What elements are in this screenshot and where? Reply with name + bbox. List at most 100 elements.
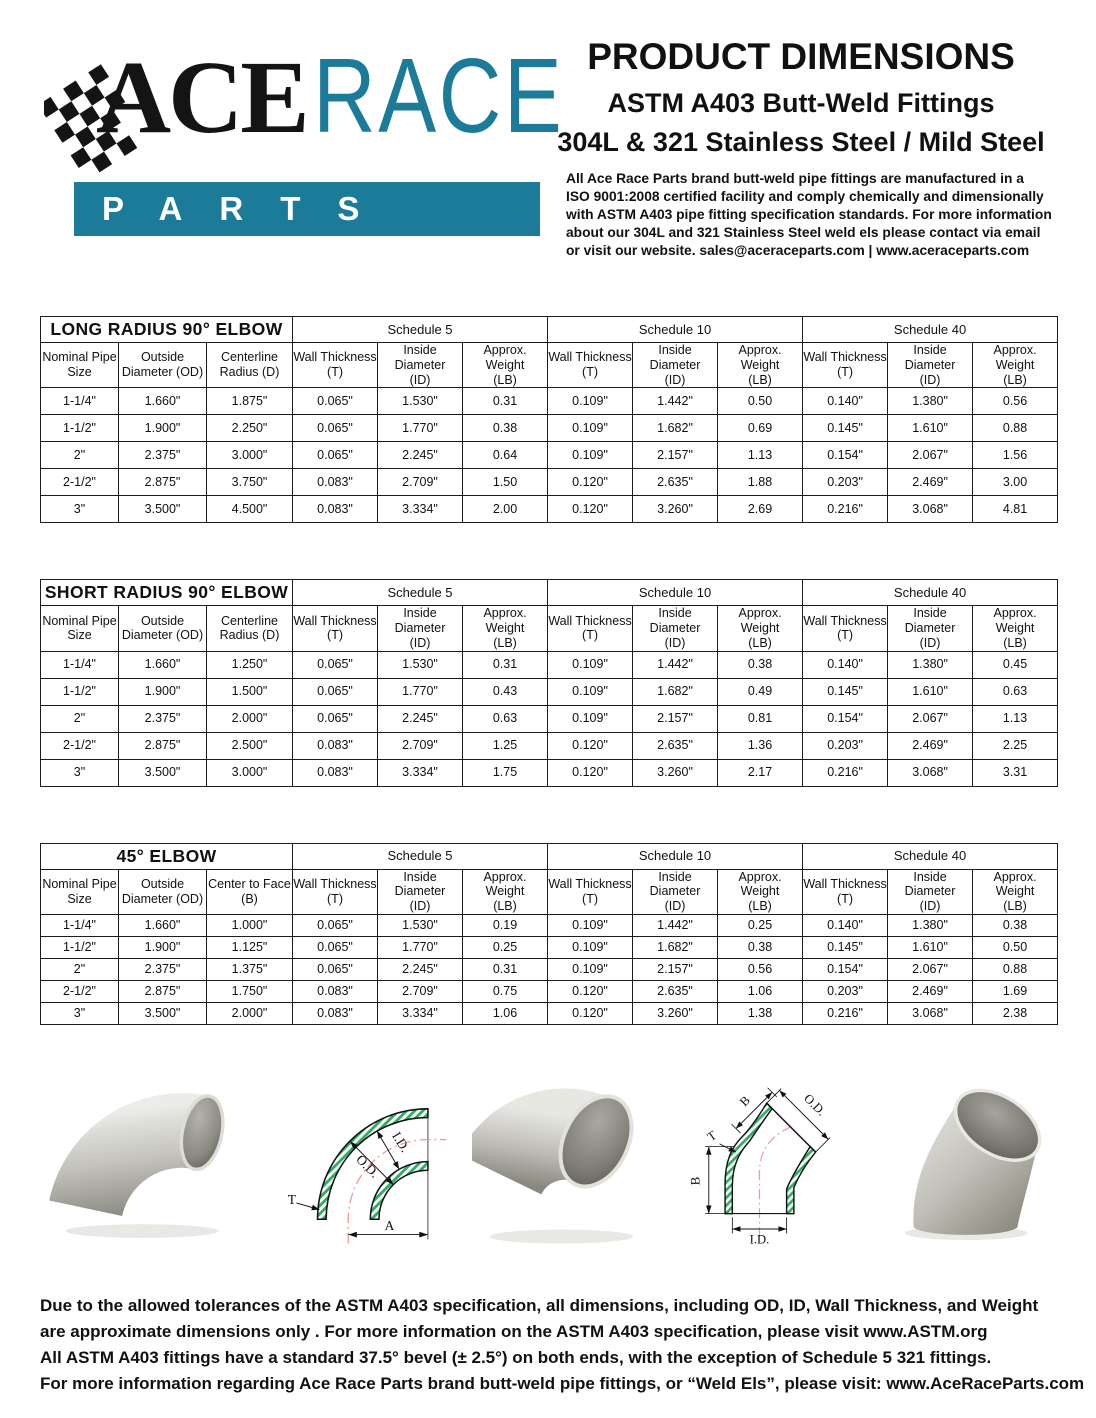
table-cell: 0.216" (802, 758, 889, 787)
table-cell: 0.065" (292, 704, 379, 733)
table-row: 1-1/2" 1.900" 1.125" 0.065" 1.770" 0.25 0.109"… (40, 935, 1059, 959)
table-cell: 1.750" (206, 979, 293, 1003)
table-cell: 0.083" (292, 495, 379, 524)
table-cell: 3.500" (118, 758, 207, 787)
table-cell: 2.375" (118, 957, 207, 981)
table-cell: 0.109" (547, 957, 634, 981)
table-row: 1-1/4" 1.660" 1.875" 0.065" 1.530" 0.31 0.109"… (40, 387, 1059, 416)
table-cell: 0.109" (547, 414, 634, 443)
table-cell: 0.64 (462, 441, 549, 470)
table-cell: 1.50 (462, 468, 549, 497)
table-cell: 0.109" (547, 704, 634, 733)
table-cell: 2.375" (118, 704, 207, 733)
table-cell: 3.00 (972, 468, 1059, 497)
dim-od-label: O.D. (801, 1091, 828, 1118)
table-cell: 0.109" (547, 935, 634, 959)
table-cell: 1.375" (206, 957, 293, 981)
table-cell: 1.500" (205, 677, 294, 706)
table-cell: 1.75 (462, 758, 549, 787)
ace-race-parts-logo: ACERACE PARTS (44, 34, 561, 246)
table-cell: 2.500" (205, 731, 294, 760)
table-cell: 0.38 (462, 414, 549, 443)
table-cell: 0.145" (802, 677, 889, 706)
table-cell: 1.442" (632, 913, 719, 937)
table-cell: 1.36 (717, 731, 804, 760)
table-cell: 2.157" (632, 704, 719, 733)
table-row: 2-1/2" 2.875" 3.750" 0.083" 2.709" 1.50 0.120"… (40, 468, 1059, 497)
schedule-group-header: Schedule 40 (802, 842, 1059, 870)
column-header: Inside Diameter (ID) (887, 341, 974, 389)
table-cell: 2.875" (118, 468, 207, 497)
table-cell: 3.260" (632, 495, 719, 524)
table-cell: 0.31 (462, 387, 549, 416)
table-cell: 0.88 (972, 957, 1059, 981)
column-header: Inside Diameter (ID) (887, 605, 974, 652)
footer-line: All ASTM A403 fittings have a standard 3… (40, 1347, 992, 1367)
column-header: Nominal Pipe Size (40, 868, 119, 915)
table-cell: 2.69 (717, 495, 804, 524)
logo-wordmark: ACERACE (96, 36, 619, 157)
column-header: Outside Diameter (OD) (118, 605, 207, 652)
column-header: Wall Thickness (T) (802, 605, 889, 652)
table-cell: 2.245" (377, 441, 464, 470)
table-cell: 0.203" (802, 979, 889, 1003)
logo-ace-text: ACE (96, 40, 310, 155)
table-cell: 2-1/2" (40, 731, 119, 760)
table-row: 2" 2.375" 3.000" 0.065" 2.245" 0.64 0.109" 2.15… (40, 441, 1059, 470)
table-cell: 0.49 (717, 677, 804, 706)
column-header: Approx. Weight (LB) (462, 605, 549, 652)
table-cell: 3.500" (118, 1001, 207, 1025)
table-cell: 2.250" (205, 414, 294, 443)
table-cell: 0.56 (972, 387, 1059, 416)
column-header: Wall Thickness (T) (292, 605, 379, 652)
drawing-45-elbow-cross-section: B O.D. T B I.D. (689, 1087, 831, 1247)
table-row: 1-1/2" 1.900" 2.250" 0.065" 1.770" 0.38 0.109"… (40, 414, 1059, 443)
table-cell: 1.770" (377, 414, 464, 443)
table-cell: 3.334" (377, 758, 464, 787)
table-cell: 2.157" (632, 957, 719, 981)
table-cell: 0.065" (292, 957, 378, 981)
table-cell: 3.334" (377, 1001, 463, 1025)
table-cell: 0.69 (717, 414, 804, 443)
schedule-group-header: Schedule 5 (291, 842, 549, 870)
table-cell: 3.260" (632, 758, 719, 787)
column-header: Centerline Radius (D) (205, 605, 294, 652)
table-cell: 2.469" (887, 731, 974, 760)
page-subtitle-2: 304L & 321 Stainless Steel / Mild Steel (557, 127, 1045, 157)
table-cell: 2.875" (118, 731, 207, 760)
table-cell: 0.45 (972, 650, 1059, 679)
column-header: Approx. Weight (LB) (461, 868, 549, 915)
table-cell: 1.530" (377, 650, 464, 679)
table-cell: 0.083" (292, 1001, 378, 1025)
schedule-group-header: Schedule 5 (292, 579, 549, 607)
table-cell: 0.109" (547, 387, 634, 416)
table-row: 1-1/4" 1.660" 1.250" 0.065" 1.530" 0.31 0.109"… (40, 650, 1059, 679)
table-cell: 0.31 (462, 650, 549, 679)
column-header: Wall Thickness (T) (292, 868, 378, 915)
table-cell: 4.500" (205, 495, 294, 524)
intro-paragraph: All Ace Race Parts brand butt-weld pipe … (566, 170, 1058, 260)
table-cell: 3.750" (205, 468, 294, 497)
table-cell: 0.38 (717, 650, 804, 679)
table-cell: 2.25 (972, 731, 1059, 760)
schedule-group-header: Schedule 40 (802, 316, 1059, 343)
table-cell: 1.13 (972, 704, 1059, 733)
page-title: PRODUCT DIMENSIONS (587, 36, 1015, 77)
table-cell: 0.065" (292, 935, 378, 959)
table-cell: 1.25 (462, 731, 549, 760)
table-cell: 1.380" (887, 650, 974, 679)
table-cell: 2.709" (377, 731, 464, 760)
intro-line: All Ace Race Parts brand butt-weld pipe … (566, 171, 1024, 186)
table-cell: 1.69 (972, 979, 1059, 1003)
table-cell: 1.610" (887, 677, 974, 706)
column-header: Outside Diameter (OD) (118, 868, 207, 915)
table-cell: 0.38 (972, 913, 1059, 937)
table-cell: 1.610" (887, 935, 974, 959)
logo-parts-banner: PARTS (74, 182, 540, 236)
table-cell: 0.065" (292, 441, 379, 470)
photo-short-radius-90-elbow (472, 1088, 634, 1244)
table-row: 2-1/2" 2.875" 1.750" 0.083" 2.709" 0.75 0.120"… (40, 979, 1059, 1003)
column-header: Inside Diameter (ID) (632, 341, 719, 389)
column-header: Inside Diameter (ID) (377, 341, 464, 389)
